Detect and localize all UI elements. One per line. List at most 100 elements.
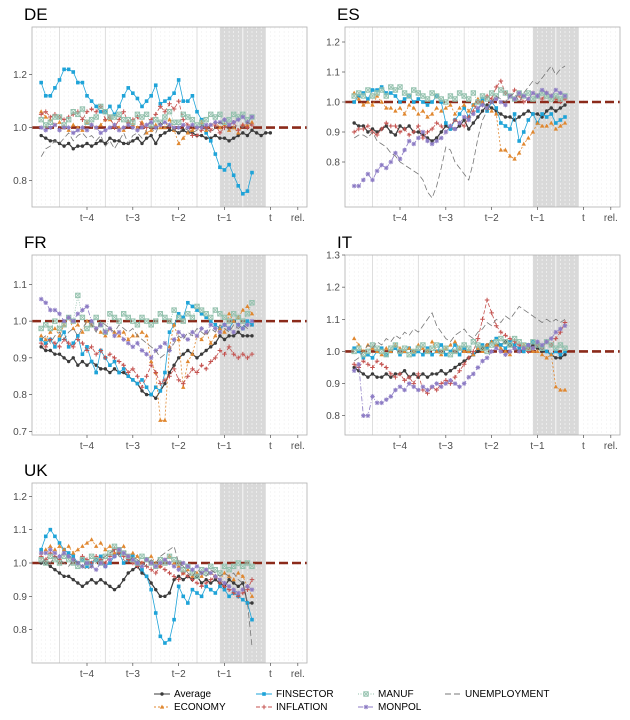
data-point: [135, 127, 140, 133]
data-point: [430, 352, 434, 357]
data-point: [199, 362, 204, 368]
data-point: [198, 307, 205, 313]
data-point: [393, 372, 398, 376]
data-point: [406, 138, 412, 144]
data-point: [398, 352, 402, 357]
data-point: [48, 329, 53, 334]
data-point: [466, 345, 472, 351]
x-tick-label: t: [269, 669, 272, 680]
data-point: [250, 601, 254, 605]
data-point: [517, 346, 521, 351]
data-point: [43, 547, 48, 552]
legend-marker: [262, 692, 266, 696]
data-point: [439, 352, 444, 357]
x-tick-label: t−1: [530, 441, 545, 452]
data-point: [158, 381, 163, 386]
data-point: [199, 311, 204, 316]
data-point: [43, 127, 49, 133]
data-point: [144, 557, 149, 562]
series-inflation: [38, 337, 255, 390]
data-point: [75, 125, 81, 130]
data-point: [356, 94, 361, 98]
data-point: [549, 352, 554, 357]
data-point: [498, 345, 504, 350]
data-point: [111, 543, 118, 550]
data-point: [153, 125, 159, 130]
data-point: [498, 329, 504, 335]
data-point: [176, 356, 181, 360]
data-point: [544, 90, 549, 96]
data-point: [185, 574, 191, 579]
y-tick-label: 1.2: [13, 70, 27, 81]
data-point: [383, 120, 389, 126]
data-point: [47, 553, 54, 560]
data-point: [558, 356, 563, 360]
data-point: [443, 381, 449, 386]
data-point: [499, 121, 503, 125]
data-point: [457, 368, 462, 374]
data-point: [213, 133, 218, 138]
data-point: [144, 392, 149, 397]
data-point: [116, 318, 122, 324]
data-point: [249, 311, 255, 316]
data-point: [447, 351, 454, 358]
data-point: [231, 318, 236, 323]
data-point: [544, 109, 549, 113]
data-point: [148, 560, 154, 566]
data-point: [65, 116, 72, 123]
data-point: [140, 567, 144, 572]
data-point: [508, 115, 512, 119]
data-point: [130, 125, 136, 130]
data-point: [79, 314, 86, 321]
data-point: [190, 587, 195, 592]
data-point: [208, 139, 213, 143]
data-point: [388, 159, 394, 165]
data-point: [208, 122, 214, 128]
data-point: [411, 384, 417, 390]
data-point: [456, 90, 463, 96]
data-point: [98, 554, 103, 559]
data-point: [393, 94, 398, 98]
data-point: [240, 114, 246, 120]
data-point: [203, 567, 209, 572]
data-point: [227, 139, 231, 143]
data-point: [153, 112, 159, 117]
data-point: [553, 336, 559, 341]
data-point: [475, 99, 481, 105]
data-point: [249, 114, 255, 120]
data-point: [540, 112, 544, 116]
data-point: [186, 99, 190, 103]
data-point: [226, 311, 232, 316]
data-point: [388, 394, 394, 399]
data-point: [512, 339, 517, 345]
data-point: [80, 117, 85, 122]
data-point: [365, 361, 371, 367]
data-point: [99, 139, 103, 143]
data-point: [397, 105, 403, 110]
data-point: [558, 99, 563, 105]
data-point: [76, 581, 80, 585]
data-point: [204, 348, 208, 353]
data-point: [235, 117, 241, 122]
data-point: [425, 114, 430, 119]
data-point: [517, 139, 521, 143]
data-point: [434, 381, 439, 386]
data-point: [38, 556, 44, 563]
data-point: [38, 112, 44, 117]
data-point: [76, 334, 80, 338]
data-point: [85, 94, 89, 98]
data-point: [190, 573, 195, 578]
data-point: [71, 70, 76, 74]
data-point: [227, 577, 231, 582]
data-point: [195, 591, 199, 595]
data-point: [66, 345, 71, 349]
data-point: [108, 363, 112, 368]
data-point: [357, 124, 361, 128]
data-point: [402, 369, 407, 373]
data-point: [356, 126, 362, 132]
data-point: [388, 105, 394, 110]
data-point: [79, 556, 86, 563]
data-point: [231, 334, 236, 338]
data-point: [75, 547, 81, 552]
data-point: [525, 90, 532, 96]
